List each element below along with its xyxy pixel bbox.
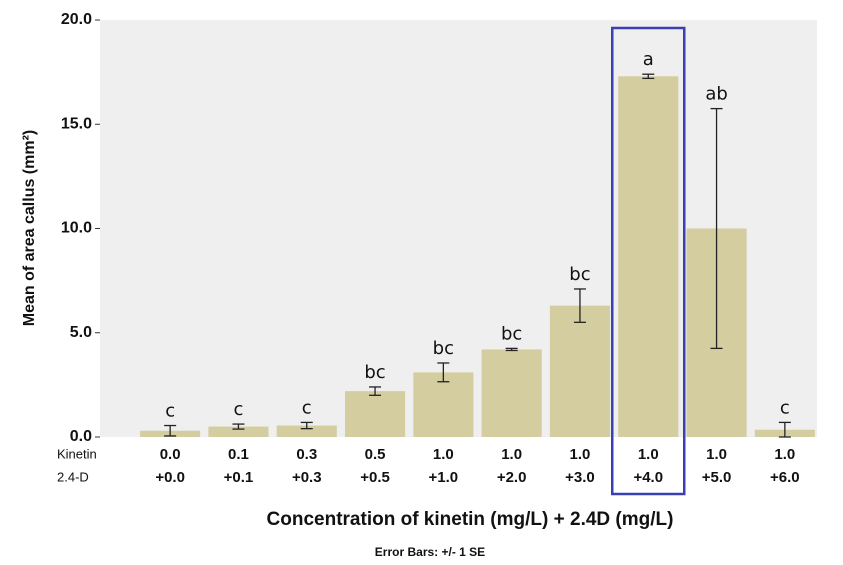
x-tick-label: 0.5 xyxy=(365,446,386,463)
bar xyxy=(208,426,269,437)
x-tick-label: 0.3 xyxy=(296,446,317,463)
significance-label: c xyxy=(233,399,243,420)
x-tick-label: +0.5 xyxy=(360,469,390,486)
x-tick-label: 0.0 xyxy=(160,446,181,463)
significance-label: ab xyxy=(705,84,727,105)
x-tick-label: 1.0 xyxy=(706,446,727,463)
x-tick-label: +3.0 xyxy=(565,469,595,486)
x-tick-label: +4.0 xyxy=(633,469,663,486)
bar xyxy=(618,76,679,438)
x-axis-label: Concentration of kinetin (mg/L) + 2.4D (… xyxy=(267,509,674,530)
y-tick-label: 0.0 xyxy=(70,428,92,445)
row-label: 2.4-D xyxy=(57,469,89,484)
x-tick-label: 1.0 xyxy=(570,446,591,463)
x-tick-label: 1.0 xyxy=(433,446,454,463)
bar xyxy=(413,372,474,437)
row-label: Kinetin xyxy=(57,446,97,461)
significance-label: bc xyxy=(501,323,522,344)
y-tick-label: 5.0 xyxy=(70,324,92,341)
x-tick-label: +5.0 xyxy=(702,469,732,486)
x-tick-label: +0.1 xyxy=(224,469,254,486)
y-tick-label: 20.0 xyxy=(61,11,92,28)
x-tick-label: 1.0 xyxy=(774,446,795,463)
x-tick-label: 1.0 xyxy=(501,446,522,463)
x-tick-label: +0.3 xyxy=(292,469,322,486)
bar xyxy=(276,425,337,437)
x-tick-label: +2.0 xyxy=(497,469,527,486)
x-tick-label: 1.0 xyxy=(638,446,659,463)
highlight-box xyxy=(611,26,686,496)
significance-label: c xyxy=(302,397,312,418)
x-tick-label: +1.0 xyxy=(429,469,459,486)
x-tick-label: +6.0 xyxy=(770,469,800,486)
significance-label: bc xyxy=(569,264,590,285)
footnote: Error Bars: +/- 1 SE xyxy=(375,545,485,559)
bar xyxy=(344,391,406,437)
significance-label: c xyxy=(165,401,175,422)
x-tick-label: 0.1 xyxy=(228,446,249,463)
y-tick-label: 15.0 xyxy=(61,115,92,132)
bar xyxy=(481,349,542,437)
significance-label: bc xyxy=(364,362,385,383)
y-axis-label: Mean of area callus (mm²) xyxy=(21,130,38,327)
significance-label: a xyxy=(643,49,654,70)
y-tick-label: 10.0 xyxy=(61,220,92,237)
x-tick-label: +0.0 xyxy=(155,469,185,486)
significance-label: c xyxy=(780,397,790,418)
significance-label: bc xyxy=(433,338,454,359)
bar xyxy=(549,305,611,437)
